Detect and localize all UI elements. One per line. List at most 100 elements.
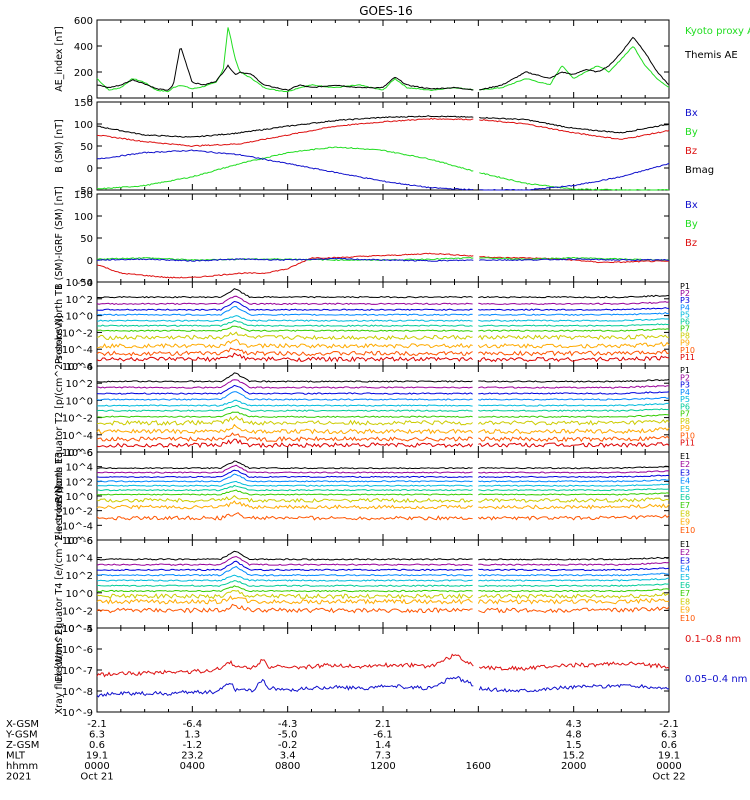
y-axis-label: B (SM) [nT] xyxy=(54,119,65,172)
channel-line xyxy=(96,432,670,443)
channel-line xyxy=(96,460,670,470)
channel-line xyxy=(96,484,670,492)
panel-frame xyxy=(96,627,670,713)
channel-line xyxy=(96,469,670,479)
x-axis-value: 6.3 xyxy=(89,730,105,741)
y-tick-label: 10^-2 xyxy=(62,414,93,425)
series-group xyxy=(96,653,670,698)
x-axis-value: -6.1 xyxy=(373,730,393,741)
panel-electrons_north: 10^-6 10^-4 10^-2 10^0 10^2 10^4 10^6Electrons… xyxy=(54,448,695,547)
x-axis-value: 2000 xyxy=(561,761,586,772)
x-axis-value: 0400 xyxy=(180,761,205,772)
y-axis-label: Xray flux [W/m^2] xyxy=(54,626,65,715)
legend-label: E4 xyxy=(680,565,690,574)
panel-frame xyxy=(96,101,670,191)
panel-frame xyxy=(96,539,670,629)
legend-label: 0.05–0.4 nm xyxy=(685,674,747,685)
channel-line xyxy=(96,391,670,401)
x-axis-value: -2.1 xyxy=(87,719,107,730)
legend-label: P10 xyxy=(680,346,695,355)
legend-label: 0.1–0.8 nm xyxy=(685,634,741,645)
y-axis-label: B (SM)-IGRF (SM) [nT] xyxy=(54,186,65,290)
y-tick-label: 10^2 xyxy=(66,477,93,488)
x-axis-value: 1200 xyxy=(370,761,395,772)
channel-line xyxy=(96,580,670,587)
x-axis-value: 0000 xyxy=(656,761,681,772)
legend-label: P3 xyxy=(680,296,690,305)
x-axis-value: 0.6 xyxy=(89,740,105,751)
y-tick-label: 10^0 xyxy=(66,312,93,323)
y-tick-label: 10^6 xyxy=(66,448,93,459)
channel-line xyxy=(96,550,670,561)
y-tick-label: 10^-8 xyxy=(62,687,93,698)
legend-label: E7 xyxy=(680,501,690,510)
legend-label: E2 xyxy=(680,548,690,557)
series-line-kyoto-proxy-ae xyxy=(96,27,670,93)
y-tick-label: 10^-7 xyxy=(62,666,93,677)
legend-label: E5 xyxy=(680,573,690,582)
legend-label: E4 xyxy=(680,477,690,486)
x-axis-value: -5.0 xyxy=(278,730,298,741)
panel-frame xyxy=(96,193,670,283)
series-line-bz xyxy=(96,252,670,279)
y-tick-label: 600 xyxy=(74,16,93,27)
legend-label: P9 xyxy=(680,339,690,348)
channel-line xyxy=(96,415,670,426)
x-axis-value: 1.5 xyxy=(566,740,582,751)
y-tick-label: 10^6 xyxy=(66,536,93,547)
y-tick-label: 10^-6 xyxy=(62,645,93,656)
series-group xyxy=(96,372,670,449)
channel-line xyxy=(96,489,670,496)
channel-line xyxy=(96,295,670,306)
y-axis-label: Protons North T1 xyxy=(54,284,65,364)
legend-label: P4 xyxy=(680,303,690,312)
x-axis-value: 4.8 xyxy=(566,730,582,741)
channel-line xyxy=(96,574,670,582)
legend-label: E8 xyxy=(680,597,690,606)
y-axis-label: Electrons Equator T4 [e/(cm^2-s-sr-keV)] xyxy=(54,486,65,681)
channel-line xyxy=(96,331,670,341)
legend-label: P11 xyxy=(680,439,695,448)
x-axis-row-label: 2021 xyxy=(6,772,31,783)
legend-label: P1 xyxy=(680,282,690,291)
series-line-0-1-0-8-nm xyxy=(96,653,670,678)
channel-line xyxy=(97,560,670,572)
channel-line xyxy=(96,352,670,363)
x-axis-value: 19.1 xyxy=(658,751,680,762)
series-line-bx xyxy=(97,257,669,262)
x-axis-value: 4.3 xyxy=(566,719,582,730)
x-axis-value: 0800 xyxy=(275,761,300,772)
x-axis-value: 3.4 xyxy=(280,751,296,762)
series-line-by xyxy=(96,146,670,191)
channel-line xyxy=(96,464,670,474)
x-axis-value: 7.3 xyxy=(375,751,391,762)
y-tick-label: 10^0 xyxy=(66,492,93,503)
channel-line xyxy=(97,411,670,418)
y-tick-label: 400 xyxy=(74,42,93,53)
legend-label: P8 xyxy=(680,332,690,341)
x-axis-value: Oct 21 xyxy=(80,772,113,783)
y-tick-label: 10^4 xyxy=(66,554,93,565)
channel-line xyxy=(96,438,670,449)
y-tick-label: 0 xyxy=(87,164,93,175)
y-tick-label: 50 xyxy=(80,142,93,153)
y-tick-label: 150 xyxy=(74,190,93,201)
x-axis-row-label: Y-GSM xyxy=(5,730,38,741)
channel-line xyxy=(96,338,670,349)
x-axis-table: X-GSMY-GSMZ-GSMMLThhmm2021-2.16.30.619.1… xyxy=(5,719,686,783)
y-tick-label: -50 xyxy=(77,186,93,197)
x-axis-value: -1.2 xyxy=(183,740,203,751)
x-axis-value: 2.1 xyxy=(375,719,391,730)
legend-label: E8 xyxy=(680,509,690,518)
legend-label: P6 xyxy=(680,402,690,411)
legend-label: P4 xyxy=(680,388,690,397)
legend-label: E9 xyxy=(680,606,690,615)
legend-label: E1 xyxy=(680,452,690,461)
channel-line xyxy=(97,288,670,299)
panel-bdiff: -50 0 50 100 150 B (SM)-IGRF (SM) [nT] Bx By Bz xyxy=(54,186,698,290)
